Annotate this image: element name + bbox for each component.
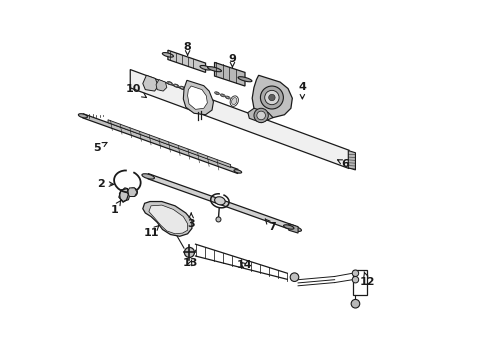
Circle shape [352, 276, 359, 283]
Ellipse shape [173, 84, 179, 87]
Polygon shape [127, 188, 137, 197]
Ellipse shape [238, 77, 252, 82]
Ellipse shape [162, 53, 173, 57]
Polygon shape [148, 174, 295, 231]
Ellipse shape [226, 97, 229, 98]
Text: 5: 5 [94, 143, 107, 153]
Circle shape [260, 86, 283, 109]
Polygon shape [248, 108, 273, 123]
Ellipse shape [221, 95, 224, 96]
Text: 14: 14 [237, 260, 252, 270]
Ellipse shape [234, 170, 242, 173]
Text: 3: 3 [187, 213, 195, 229]
Polygon shape [83, 114, 238, 174]
Ellipse shape [200, 66, 211, 70]
Polygon shape [289, 224, 298, 233]
Polygon shape [108, 120, 231, 167]
Ellipse shape [289, 226, 301, 231]
Polygon shape [252, 75, 293, 118]
Polygon shape [149, 205, 188, 234]
Polygon shape [130, 69, 349, 168]
Text: 10: 10 [125, 84, 147, 98]
Circle shape [257, 111, 266, 120]
Ellipse shape [208, 67, 221, 72]
Text: 6: 6 [338, 159, 349, 169]
Circle shape [216, 217, 221, 222]
Polygon shape [143, 75, 158, 91]
Ellipse shape [216, 93, 219, 94]
Text: 2: 2 [97, 179, 114, 189]
Ellipse shape [284, 225, 294, 229]
Polygon shape [215, 62, 245, 86]
Text: 11: 11 [143, 225, 159, 238]
Text: 12: 12 [360, 272, 375, 287]
Circle shape [129, 188, 137, 197]
Text: 13: 13 [183, 258, 198, 268]
Text: 8: 8 [184, 42, 192, 55]
Polygon shape [156, 80, 167, 91]
Ellipse shape [215, 197, 225, 205]
Polygon shape [119, 189, 130, 202]
Circle shape [254, 108, 269, 123]
Polygon shape [168, 50, 205, 72]
Ellipse shape [78, 114, 87, 118]
Polygon shape [188, 86, 207, 109]
Text: 4: 4 [298, 82, 306, 99]
Ellipse shape [167, 81, 172, 85]
Polygon shape [348, 150, 355, 170]
Text: 9: 9 [228, 54, 236, 67]
Circle shape [269, 94, 275, 101]
Circle shape [184, 247, 195, 257]
Ellipse shape [179, 86, 185, 90]
Text: 7: 7 [265, 219, 276, 231]
Ellipse shape [232, 98, 237, 105]
Circle shape [352, 270, 359, 276]
Circle shape [290, 273, 299, 282]
Polygon shape [143, 202, 192, 236]
Text: 1: 1 [110, 200, 121, 216]
Circle shape [351, 300, 360, 308]
Circle shape [265, 90, 279, 105]
Ellipse shape [142, 174, 154, 179]
Polygon shape [183, 80, 214, 115]
